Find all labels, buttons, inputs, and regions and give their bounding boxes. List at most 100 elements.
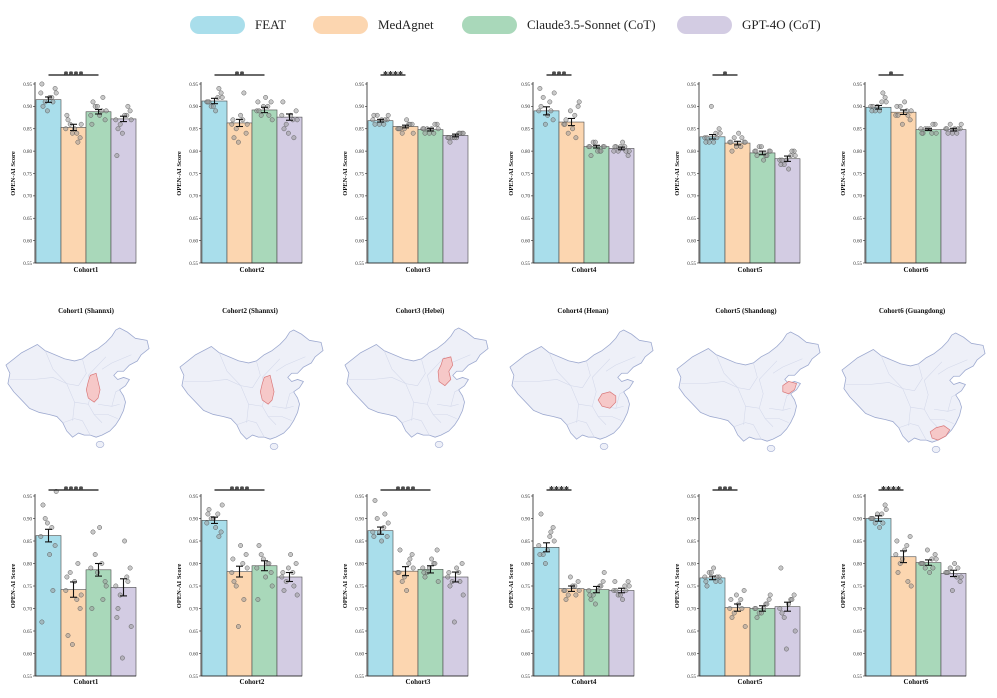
x-axis-label: Cohort2 — [240, 678, 265, 686]
china-map — [179, 329, 324, 450]
data-point-feat — [372, 498, 378, 503]
legend-label: MedAgnet — [378, 16, 434, 32]
y-tick-label: 0.85 — [687, 128, 696, 133]
data-point-medagnet — [741, 588, 747, 593]
x-axis-label: Cohort4 — [572, 266, 597, 274]
data-point-medagnet — [570, 126, 576, 132]
data-point-medagnet — [908, 108, 914, 114]
data-point-claude — [422, 130, 428, 136]
data-point-claude — [592, 601, 598, 607]
y-tick-label: 0.75 — [853, 172, 862, 177]
error-bar-claude — [427, 565, 434, 574]
data-point-feat — [702, 574, 708, 580]
data-point-feat — [370, 117, 376, 123]
y-tick-label: 0.95 — [189, 495, 198, 500]
error-bar-claude — [593, 585, 600, 594]
data-point-claude — [92, 552, 98, 557]
y-tick-label: 0.80 — [687, 562, 696, 567]
bar-panel-top-3: 0.55 0.60 0.65 0.70 0.75 0.80 0.85 0.90 0.95 OPEN… — [342, 70, 469, 274]
bar-gpt4o — [608, 590, 635, 677]
bar-gpt4o — [774, 158, 801, 264]
data-point-gpt4o — [279, 574, 285, 580]
data-point-claude — [601, 144, 607, 150]
y-tick-label: 0.95 — [189, 83, 198, 88]
y-tick-label: 0.70 — [355, 607, 364, 612]
data-point-gpt4o — [127, 565, 133, 571]
error-bar-claude — [261, 106, 268, 114]
data-point-medagnet — [905, 579, 911, 584]
legend-swatch — [313, 15, 368, 34]
bar-claude — [749, 152, 776, 264]
data-point-claude — [753, 148, 759, 154]
y-tick-label: 0.80 — [23, 562, 32, 567]
y-tick-label: 0.95 — [521, 83, 530, 88]
data-point-feat — [880, 520, 886, 526]
legend-item-medagnet: MedAgnet — [313, 15, 434, 34]
data-point-claude — [754, 153, 760, 159]
error-bar-gpt4o — [784, 155, 791, 162]
data-point-feat — [538, 511, 544, 517]
y-tick-label: 0.60 — [23, 652, 32, 657]
data-point-claude — [269, 583, 275, 589]
data-point-medagnet — [728, 139, 734, 145]
y-tick-label: 0.65 — [355, 217, 364, 222]
data-point-medagnet — [742, 139, 748, 145]
data-point-gpt4o — [792, 153, 798, 159]
data-point-feat — [551, 538, 557, 544]
error-bar-claude — [427, 127, 434, 132]
x-axis-label: Cohort3 — [406, 266, 431, 274]
error-bar-medagnet — [402, 124, 409, 129]
error-bar-claude — [759, 150, 766, 156]
data-point-gpt4o — [613, 588, 619, 593]
y-tick-label: 0.80 — [853, 150, 862, 155]
data-point-claude — [767, 148, 773, 154]
bar-panel-bottom-3: 0.55 0.60 0.65 0.70 0.75 0.80 0.85 0.90 0.95 OPEN… — [342, 485, 469, 686]
province-border — [918, 425, 927, 441]
y-tick-label: 0.95 — [23, 495, 32, 500]
significance-stars: *** — [552, 70, 567, 81]
error-bar-feat — [543, 106, 550, 116]
data-point-gpt4o — [454, 565, 460, 571]
data-point-feat — [218, 90, 224, 96]
province-border — [82, 420, 91, 436]
data-point-medagnet — [410, 565, 416, 571]
legend-swatch — [677, 15, 732, 34]
bar-feat — [533, 110, 560, 264]
data-point-claude — [266, 561, 272, 566]
bar-gpt4o — [774, 606, 801, 677]
data-point-feat — [47, 552, 53, 557]
error-bar-feat — [875, 104, 882, 110]
country-outline — [5, 327, 150, 438]
data-point-medagnet — [897, 561, 903, 566]
map-title: Cohort4 (Henan) — [557, 307, 609, 315]
legend-item-gpt4o: GPT-4O (CoT) — [677, 15, 821, 34]
data-point-gpt4o — [945, 130, 951, 136]
data-point-medagnet — [902, 99, 908, 105]
province-border — [236, 420, 257, 426]
y-tick-label: 0.75 — [687, 172, 696, 177]
y-tick-label: 0.75 — [189, 172, 198, 177]
data-point-claude — [758, 144, 764, 150]
y-tick-label: 0.75 — [687, 585, 696, 590]
bar-medagnet — [392, 126, 419, 264]
data-point-gpt4o — [281, 588, 287, 593]
highlighted-province — [782, 381, 797, 395]
error-bar-gpt4o — [452, 133, 459, 138]
bar-feat — [865, 518, 892, 677]
y-axis-label: OPEN-AI Score — [10, 151, 17, 196]
data-point-medagnet — [78, 121, 84, 127]
data-point-feat — [376, 121, 382, 127]
data-point-medagnet — [895, 570, 901, 575]
y-tick-label: 0.80 — [355, 562, 364, 567]
province-border — [615, 391, 624, 409]
y-tick-label: 0.90 — [853, 517, 862, 522]
x-axis-label: Cohort5 — [738, 678, 763, 686]
y-tick-label: 0.95 — [355, 83, 364, 88]
data-point-feat — [870, 103, 876, 109]
data-point-medagnet — [407, 556, 413, 562]
y-tick-label: 0.55 — [521, 675, 530, 680]
data-point-gpt4o — [285, 565, 291, 571]
data-point-medagnet — [404, 588, 410, 593]
data-point-feat — [215, 95, 221, 100]
data-point-medagnet — [396, 126, 402, 132]
